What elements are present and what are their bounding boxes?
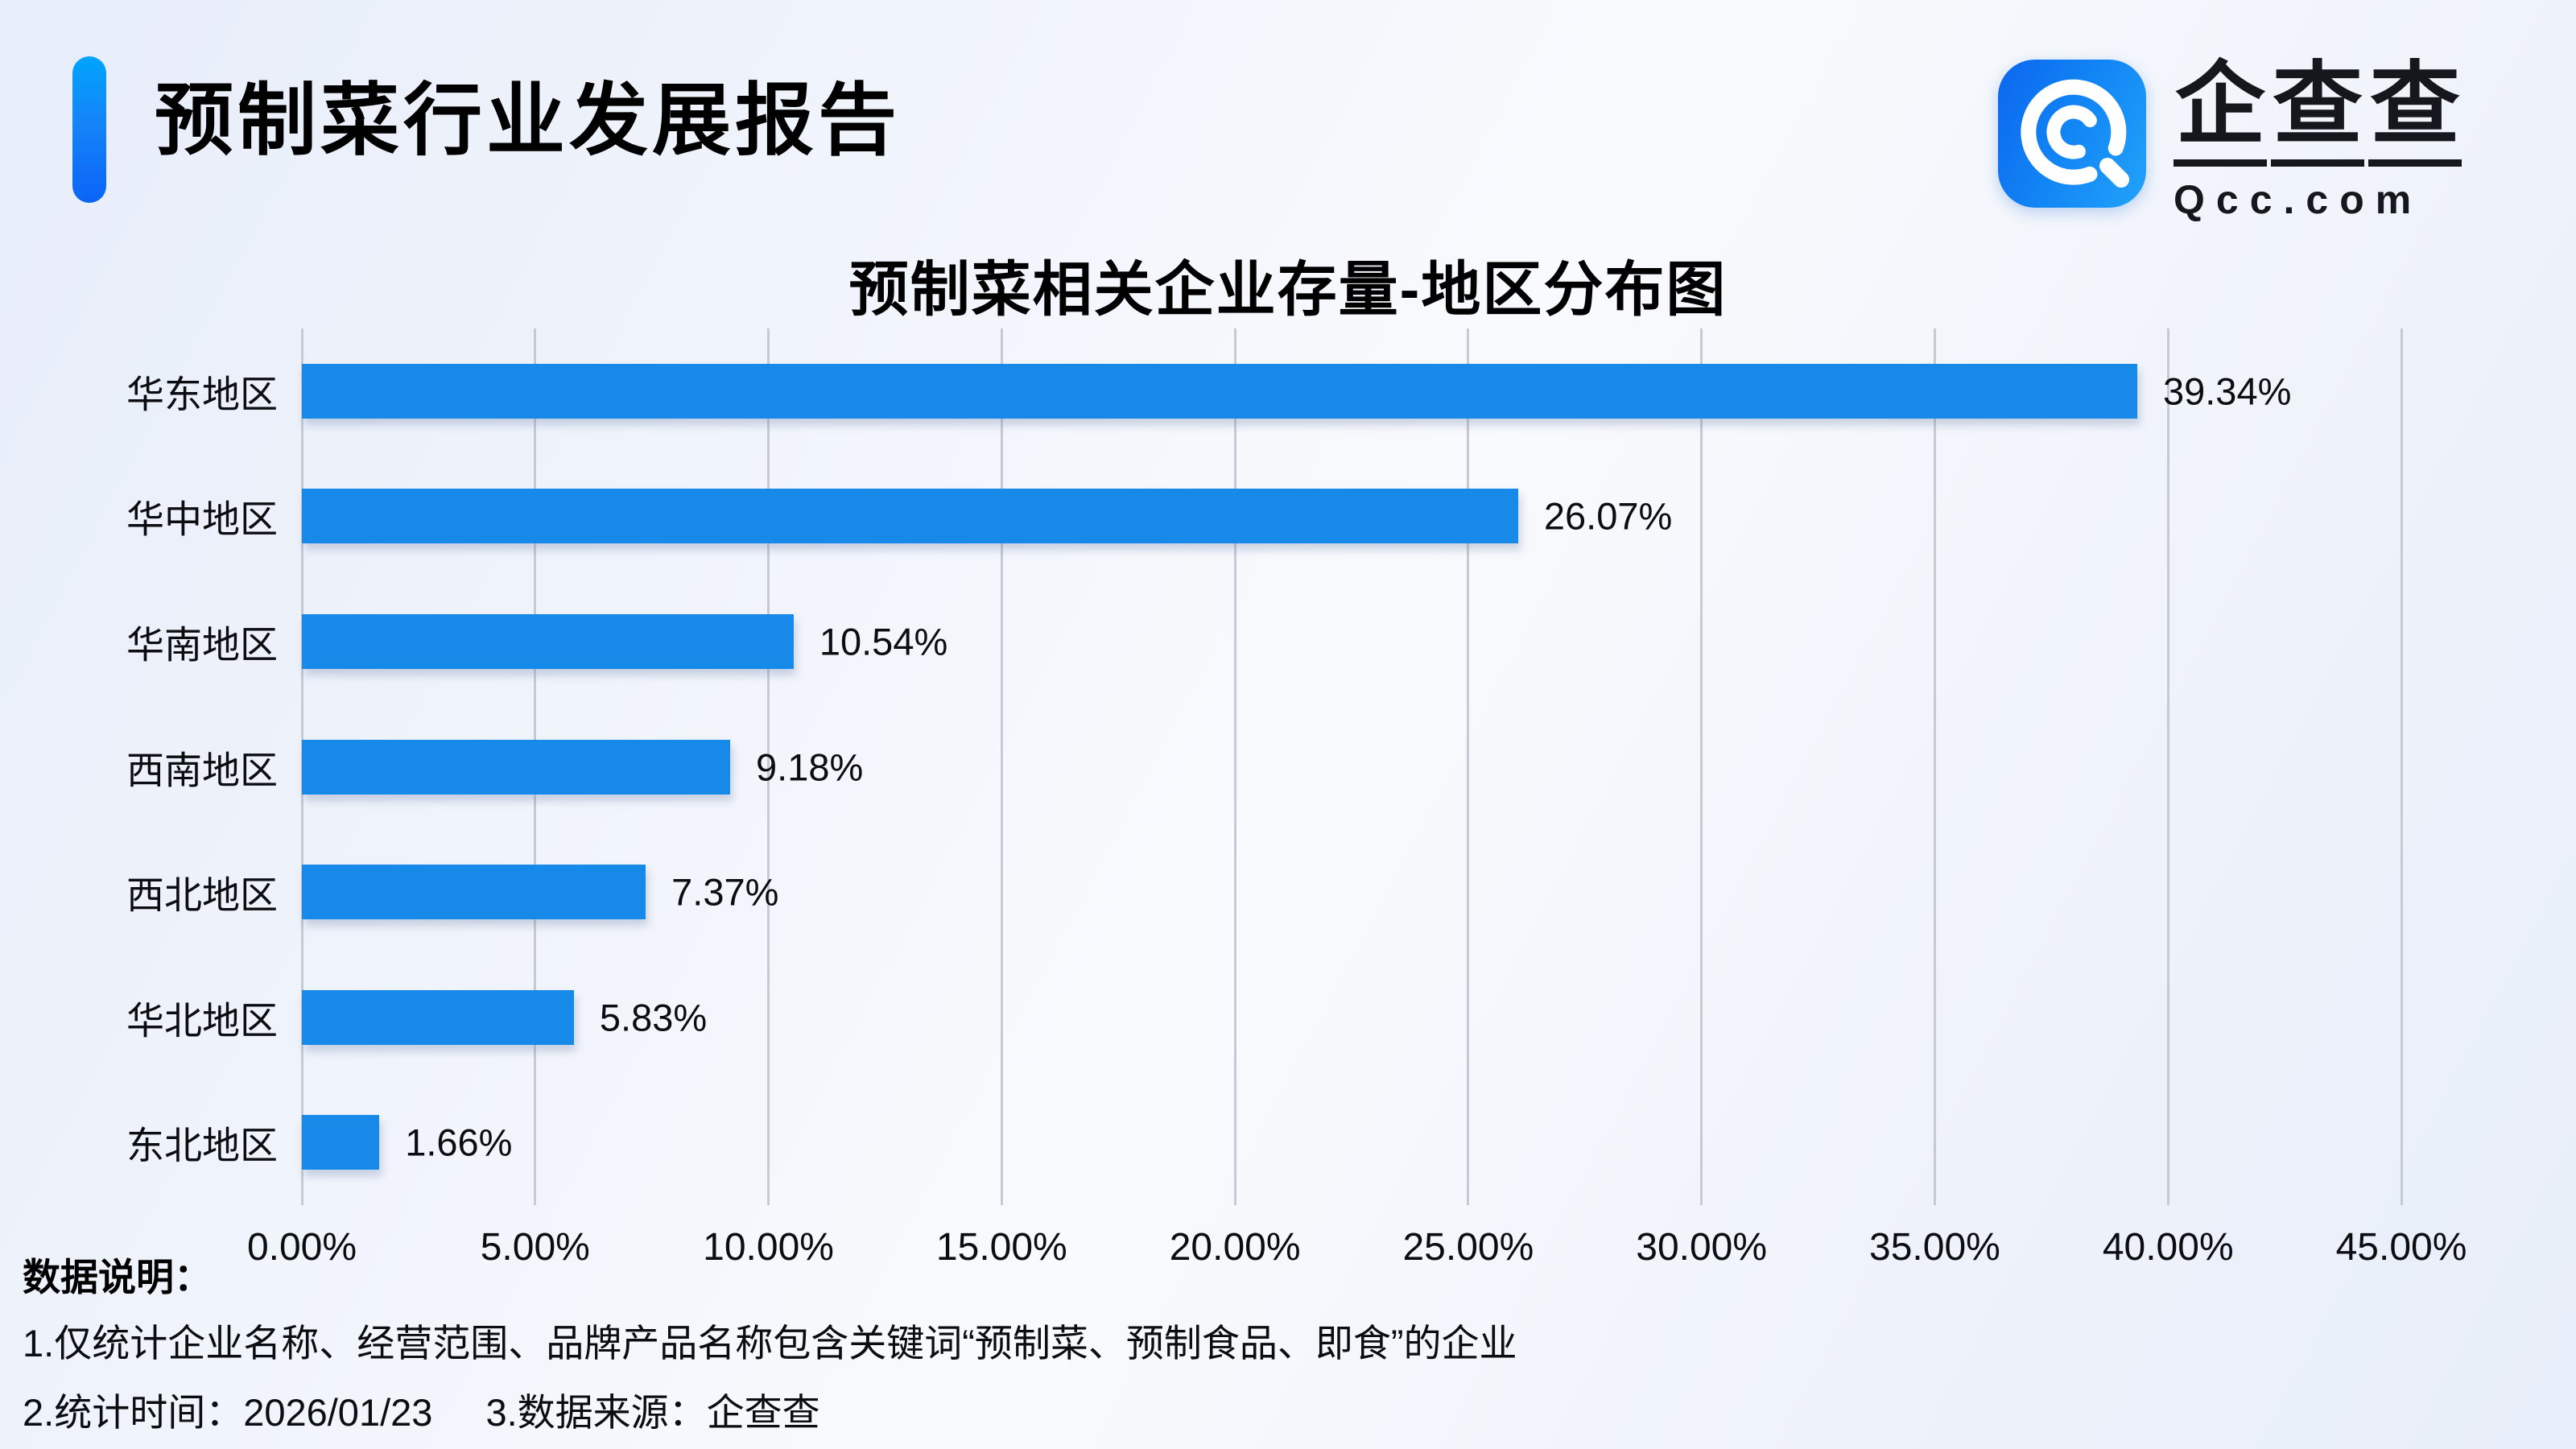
x-tick-label: 20.00% xyxy=(1169,1226,1301,1269)
logo-brand-char: 查 xyxy=(2368,60,2462,167)
category-label: 西南地区 xyxy=(126,749,278,791)
value-label: 1.66% xyxy=(405,1121,513,1164)
report-title: 预制菜行业发展报告 xyxy=(155,76,902,164)
logo-brand-text: 企查查 xyxy=(2174,60,2466,167)
x-tick-label: 30.00% xyxy=(1636,1226,1768,1269)
value-label: 9.18% xyxy=(756,745,864,788)
title-accent-bar xyxy=(72,56,106,203)
gridline xyxy=(1233,328,1236,1205)
gridline xyxy=(1000,328,1003,1205)
gridline xyxy=(1700,328,1703,1205)
footnote-label: 数据说明： xyxy=(23,1256,212,1298)
footnote-row: 2.统计时间：2026/01/23 3.数据来源：企查查 xyxy=(23,1381,820,1437)
logo-brand-char: 企 xyxy=(2174,60,2267,167)
logo-wordmark: 企查查 Qcc.com xyxy=(2174,60,2466,223)
value-label: 39.34% xyxy=(2162,369,2292,413)
x-tick-label: 45.00% xyxy=(2335,1226,2467,1269)
gridline xyxy=(767,328,770,1205)
gridline xyxy=(2400,328,2403,1205)
bar-西北地区 xyxy=(302,865,646,920)
x-tick-label: 15.00% xyxy=(935,1226,1067,1269)
x-tick-label: 0.00% xyxy=(246,1226,357,1269)
x-tick-label: 40.00% xyxy=(2102,1226,2234,1269)
logo-domain-text: Qcc.com xyxy=(2174,177,2423,222)
bar-西南地区 xyxy=(302,739,731,795)
x-tick-label: 10.00% xyxy=(703,1226,834,1269)
category-label: 华东地区 xyxy=(126,373,278,416)
x-tick-label: 35.00% xyxy=(1869,1226,2000,1269)
chart-title: 预制菜相关企业存量-地区分布图 xyxy=(848,256,1728,323)
qcc-logo: 企查查 Qcc.com xyxy=(1998,60,2466,223)
footnote-3: 3.数据来源：企查查 xyxy=(485,1391,820,1434)
value-label: 26.07% xyxy=(1543,494,1673,538)
category-label: 西北地区 xyxy=(126,873,278,917)
x-tick-label: 25.00% xyxy=(1402,1226,1534,1269)
value-label: 5.83% xyxy=(599,996,708,1039)
bar-东北地区 xyxy=(302,1115,380,1170)
gridline xyxy=(1467,328,1470,1205)
qcc-magnifier-icon xyxy=(1998,60,2146,208)
bar-华中地区 xyxy=(302,489,1518,544)
category-label: 华中地区 xyxy=(126,497,278,541)
category-label: 华南地区 xyxy=(126,623,278,667)
gridline xyxy=(2166,328,2169,1205)
value-label: 10.54% xyxy=(819,620,948,663)
bar-华北地区 xyxy=(302,989,574,1045)
bar-华南地区 xyxy=(302,613,794,669)
bar-华东地区 xyxy=(302,363,2137,419)
footnote-2: 2.统计时间：2026/01/23 xyxy=(23,1391,433,1434)
category-label: 华北地区 xyxy=(126,999,278,1042)
x-tick-label: 5.00% xyxy=(480,1226,590,1269)
logo-brand-char: 查 xyxy=(2271,60,2364,167)
value-label: 7.37% xyxy=(671,870,779,914)
plot-area: 39.34% 26.07% 10.54% 9.18% 7.37% 5.83% 1.66% xyxy=(300,328,2403,1205)
gridline xyxy=(1933,328,1936,1205)
category-label: 东北地区 xyxy=(126,1124,278,1167)
footnote-1: 1.仅统计企业名称、经营范围、品牌产品名称包含关键词“预制菜、预制食品、即食”的… xyxy=(23,1322,1517,1364)
